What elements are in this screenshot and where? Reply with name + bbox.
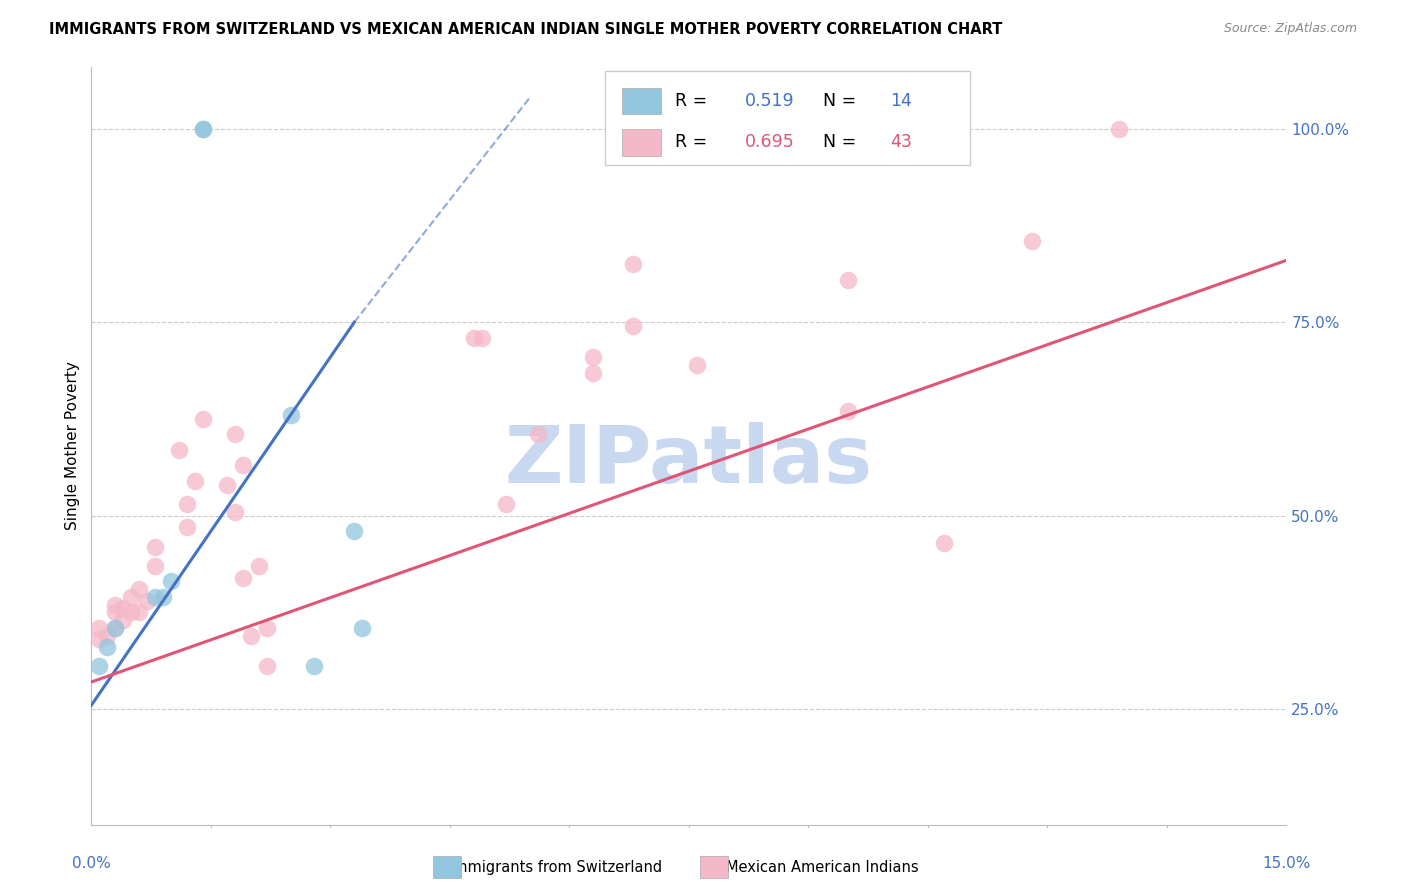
Text: 14: 14 (890, 92, 911, 110)
Point (1108, 121, 1130, 136)
Point (232, 458, 254, 473)
FancyBboxPatch shape (621, 87, 661, 113)
Point (526, 427, 548, 442)
Point (280, 408, 302, 422)
Text: R =: R = (675, 134, 713, 152)
Point (215, 477, 238, 491)
Point (104, 621, 127, 635)
Point (143, 540, 166, 554)
Text: N =: N = (823, 92, 862, 110)
Point (239, 629, 262, 643)
Point (463, 331, 485, 345)
Point (232, 570, 254, 584)
Point (167, 442, 190, 457)
Text: R =: R = (675, 92, 713, 110)
Point (176, 520, 198, 534)
Point (143, 558, 166, 573)
Text: 0.519: 0.519 (745, 92, 794, 110)
Y-axis label: Single Mother Poverty: Single Mother Poverty (65, 361, 80, 531)
Point (304, 659, 326, 673)
Point (143, 590, 166, 604)
Point (191, 412, 214, 426)
Point (224, 427, 246, 442)
Point (89, 659, 111, 673)
Text: Mexican American Indians: Mexican American Indians (725, 860, 920, 874)
Point (837, 273, 859, 287)
Point (247, 558, 270, 573)
Point (112, 613, 135, 627)
Point (128, 605, 150, 619)
Point (343, 524, 366, 538)
Point (256, 659, 278, 673)
Text: Source: ZipAtlas.com: Source: ZipAtlas.com (1223, 22, 1357, 36)
Point (582, 366, 605, 380)
Point (104, 621, 127, 635)
Text: 0.0%: 0.0% (72, 855, 111, 871)
Point (184, 474, 207, 488)
Text: IMMIGRANTS FROM SWITZERLAND VS MEXICAN AMERICAN INDIAN SINGLE MOTHER POVERTY COR: IMMIGRANTS FROM SWITZERLAND VS MEXICAN A… (49, 22, 1002, 37)
Point (104, 605, 127, 619)
Point (89, 621, 111, 635)
Point (621, 257, 644, 271)
Point (686, 358, 709, 372)
Point (128, 582, 150, 596)
Point (120, 590, 142, 604)
Text: 43: 43 (890, 134, 911, 152)
Point (176, 497, 198, 511)
Point (191, 121, 214, 136)
Text: ZIPatlas: ZIPatlas (505, 422, 873, 500)
Text: 0.695: 0.695 (745, 134, 794, 152)
Point (932, 535, 955, 549)
Text: Immigrants from Switzerland: Immigrants from Switzerland (449, 860, 662, 874)
Point (224, 505, 246, 519)
Point (471, 331, 494, 345)
Point (120, 605, 142, 619)
Point (352, 621, 374, 635)
FancyBboxPatch shape (621, 129, 661, 155)
Point (160, 574, 183, 589)
FancyBboxPatch shape (605, 70, 970, 166)
Point (1021, 234, 1043, 248)
Point (152, 590, 174, 604)
Point (256, 621, 278, 635)
Point (104, 598, 127, 612)
Point (89, 632, 111, 647)
Point (495, 497, 517, 511)
Point (136, 593, 159, 607)
Point (582, 350, 605, 364)
Point (837, 404, 859, 418)
Point (191, 121, 214, 136)
Text: 15.0%: 15.0% (1263, 855, 1310, 871)
Point (96, 640, 118, 655)
Point (112, 601, 135, 615)
Point (96, 629, 118, 643)
Text: N =: N = (823, 134, 862, 152)
Point (621, 319, 644, 334)
